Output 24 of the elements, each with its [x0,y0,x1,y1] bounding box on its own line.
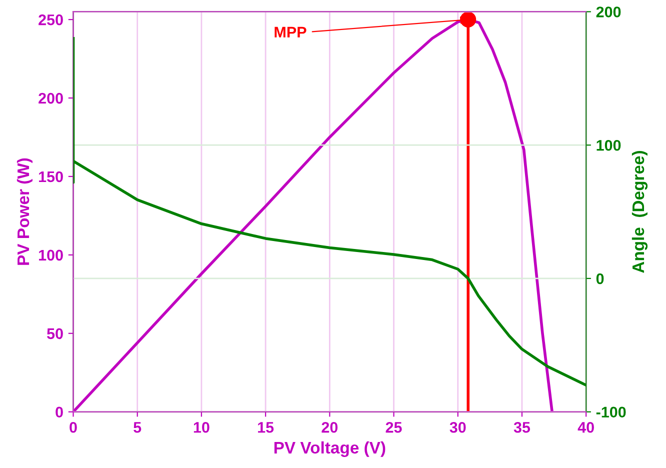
y-tick-label: 250 [38,14,63,26]
y-tick-label: 50 [47,328,63,340]
x-tick-label: 35 [514,422,530,433]
y-tick-label: 100 [39,250,63,261]
x-tick-label: 30 [450,422,466,433]
y2-tick-label: 100 [596,140,621,151]
y2-tick-label: -100 [596,406,626,418]
x-tick-label: 15 [258,422,274,433]
x-tick-label: 25 [386,422,402,433]
y-axis-title: PV Power (W) [16,158,32,265]
y2-tick-label: 200 [596,6,621,18]
annotation: MPP [274,26,306,38]
x-axis-title: PV Voltage (V) [274,441,386,457]
y-tick-label: 150 [39,171,63,182]
y2-tick-label: 0 [596,273,604,284]
x-tick-label: 5 [134,422,142,433]
x-tick-label: 0 [70,422,77,433]
y-tick-label: 200 [38,92,63,104]
x-tick-label: 10 [194,422,210,433]
line-series [73,36,586,387]
y2-axis-title: Angle (Degree) [632,151,648,273]
x-tick-label: 40 [578,422,594,433]
y-tick-label: 0 [56,406,63,418]
x-tick-label: 20 [322,422,338,433]
